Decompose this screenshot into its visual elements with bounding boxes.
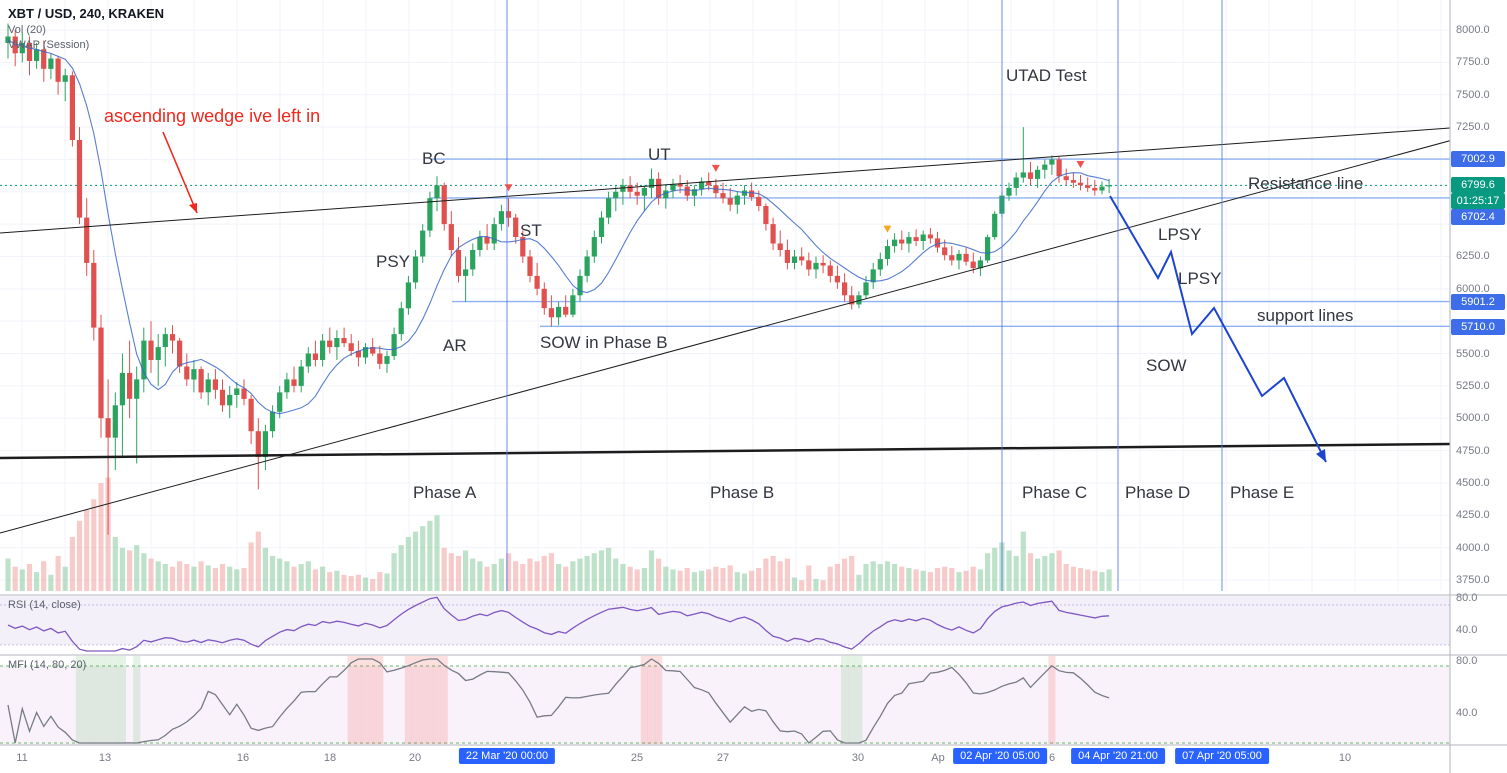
time-tick-6: 6 [1048,752,1056,764]
chart-legend: XBT / USD, 240, KRAKEN Vol (20) VWAP (Se… [8,6,164,51]
volume-legend[interactable]: Vol (20) [8,24,46,36]
time-badge-22-mar-20-00-00: 22 Mar '20 00:00 [458,748,556,764]
trendlines [0,127,1450,534]
price-label-6799-6: 6799.6 [1451,177,1505,193]
mfi-panel [0,656,1450,744]
price-label-01-25-17: 01:25:17 [1451,193,1505,209]
candles-layer [5,23,1112,535]
symbol-title[interactable]: XBT / USD, 240, KRAKEN [8,6,165,21]
volume-bars [5,477,1112,592]
annotation-utad-test-1[interactable]: UTAD Test [1006,66,1087,85]
time-tick-27: 27 [716,752,730,764]
price-tick-7750: 7750.0 [1456,56,1490,69]
price-label-5901-2: 5901.2 [1451,294,1505,310]
time-badge-02-apr-20-05-00: 02 Apr '20 05:00 [953,748,1047,764]
rsi-panel [0,596,1450,652]
price-tick-5000: 5000.0 [1456,412,1490,425]
annotation-ut-3[interactable]: UT [648,145,671,164]
price-label-7002-9: 7002.9 [1451,151,1505,167]
annotation-phase-e-17[interactable]: Phase E [1230,483,1295,502]
vwap-line [7,39,1110,415]
red-arrow [162,131,198,214]
price-tick-4750: 4750.0 [1456,444,1490,457]
time-badge-07-apr-20-05-00: 07 Apr '20 05:00 [1175,748,1269,764]
price-tick-4250: 4250.0 [1456,509,1490,522]
price-level-lines [0,158,1450,328]
annotation-resistance-line-8[interactable]: Resistance line [1248,174,1364,193]
rsi-legend[interactable]: RSI (14, close) [8,599,81,611]
event-vlines [506,0,1223,591]
annotation-ascending-wedge-ive-left-in-0[interactable]: ascending wedge ive left in [104,106,321,126]
time-tick-25: 25 [630,752,644,764]
time-tick-18: 18 [323,752,337,764]
price-tick-4500: 4500.0 [1456,476,1490,489]
annotation-bc-2[interactable]: BC [422,149,446,168]
time-tick-10: 10 [1338,752,1352,764]
annotation-phase-c-15[interactable]: Phase C [1022,483,1088,502]
price-tick-8000: 8000.0 [1456,24,1490,36]
trade-markers [504,160,1085,233]
indicator-tick-1: 40.0 [1456,624,1478,636]
annotation-phase-d-16[interactable]: Phase D [1125,483,1191,502]
annotation-lpsy-10[interactable]: LPSY [1178,269,1222,288]
annotation-lpsy-9[interactable]: LPSY [1158,225,1202,244]
price-tick-5250: 5250.0 [1456,379,1490,392]
price-tick-6000: 6000.0 [1456,282,1490,295]
price-label-6702-4: 6702.4 [1451,209,1505,225]
annotation-sow-12[interactable]: SOW [1146,356,1187,375]
price-tick-4000: 4000.0 [1456,541,1490,554]
indicator-tick-0: 80.0 [1456,592,1478,604]
annotation-phase-b-14[interactable]: Phase B [710,483,775,502]
annotation-sow-in-phase-b-7[interactable]: SOW in Phase B [540,333,668,352]
mfi-legend[interactable]: MFI (14, 80, 20) [8,659,87,671]
time-tick-13: 13 [98,752,112,764]
time-tick-11: 11 [16,752,28,764]
time-badge-04-apr-20-21-00: 04 Apr '20 21:00 [1071,748,1165,764]
projection-path [1109,195,1327,463]
time-tick-16: 16 [236,752,250,764]
price-tick-7250: 7250.0 [1456,121,1490,134]
vwap-legend[interactable]: VWAP (Session) [8,39,90,51]
indicator-tick-2: 80.0 [1456,655,1478,667]
price-tick-5500: 5500.0 [1456,347,1490,360]
annotation-support-lines-11[interactable]: support lines [1257,306,1354,325]
price-tick-3750: 3750.0 [1456,574,1490,586]
annotation-ar-6[interactable]: AR [443,336,467,355]
price-tick-7500: 7500.0 [1456,88,1490,101]
annotation-st-5[interactable]: ST [520,221,542,240]
price-label-5710-0: 5710.0 [1451,319,1505,335]
time-tick-20: 20 [408,752,422,764]
annotation-phase-a-13[interactable]: Phase A [413,483,477,502]
grid-layer [0,0,1450,591]
indicator-tick-3: 40.0 [1456,707,1478,719]
time-tick-ap: Ap [931,752,945,764]
price-tick-6250: 6250.0 [1456,250,1490,263]
time-tick-30: 30 [851,752,865,764]
price-axis-bg [1450,0,1507,773]
annotation-psy-4[interactable]: PSY [376,252,411,271]
